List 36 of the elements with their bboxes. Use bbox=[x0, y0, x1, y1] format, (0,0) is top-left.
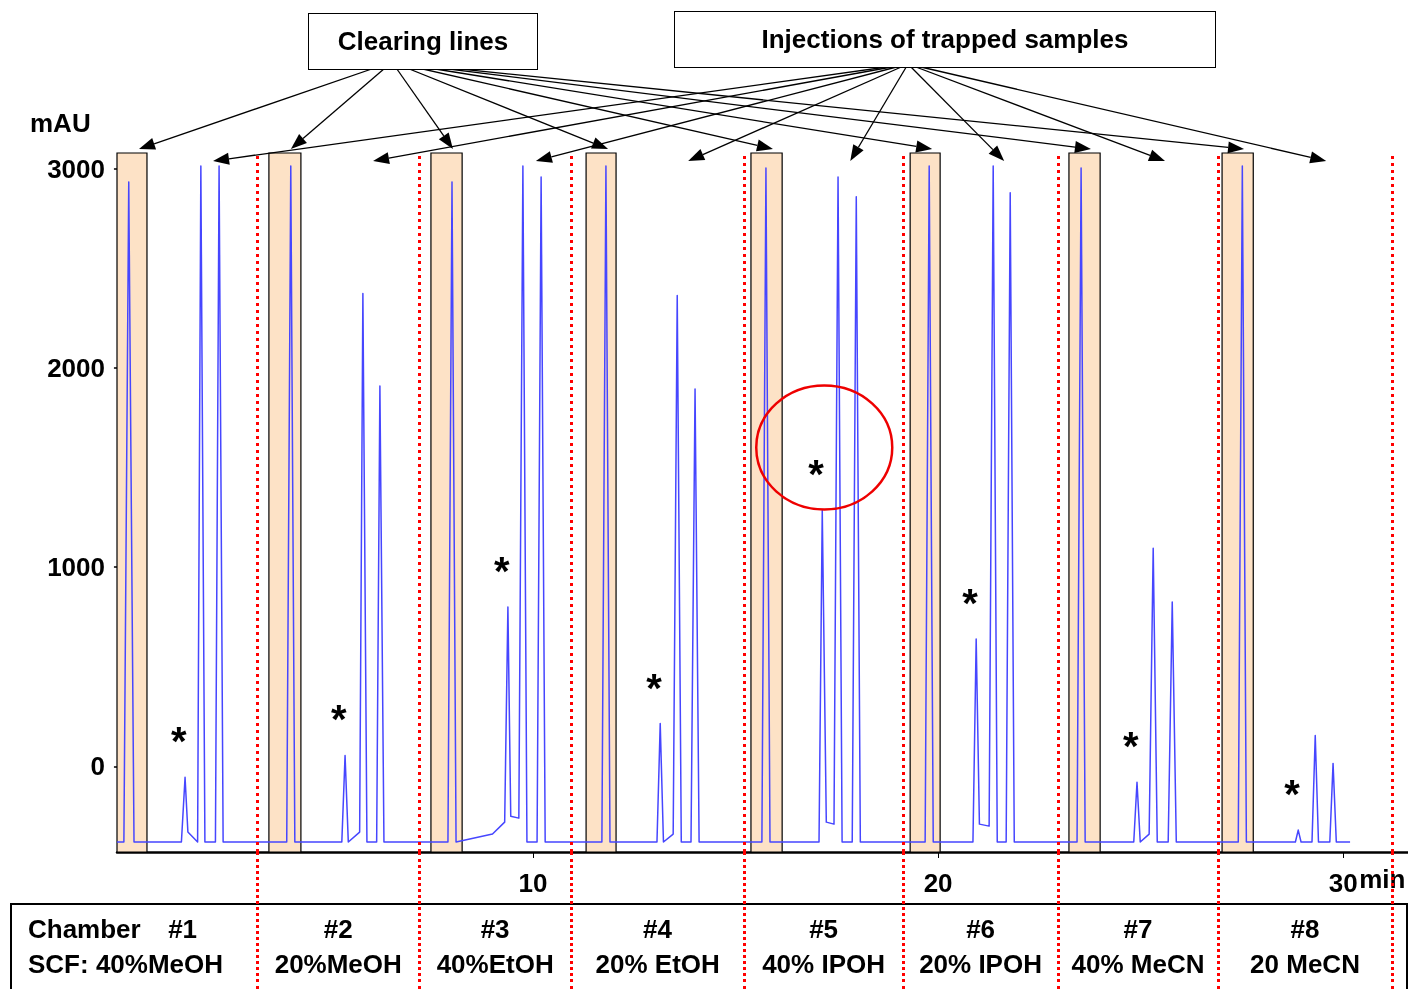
text: 20% EtOH bbox=[595, 949, 720, 980]
text: #8 bbox=[1290, 914, 1320, 945]
text: Chamber bbox=[28, 914, 141, 945]
annotation: * bbox=[1284, 772, 1300, 818]
text: #2 bbox=[323, 914, 353, 945]
annotation: * bbox=[493, 549, 510, 595]
x-tick-label: 10 bbox=[518, 868, 548, 898]
y-tick-label: 0 bbox=[90, 751, 105, 782]
text: 20 MeCN bbox=[1250, 949, 1360, 980]
annotation: * bbox=[646, 665, 662, 711]
annotation: * bbox=[171, 719, 187, 765]
y-tick-label: 2000 bbox=[47, 353, 105, 384]
text: SCF: 40%MeOH bbox=[28, 949, 224, 979]
text: #5 bbox=[809, 914, 839, 945]
x-tick-label: 20 bbox=[923, 868, 953, 898]
annotation: * bbox=[808, 452, 824, 498]
text: 40%EtOH bbox=[436, 949, 554, 980]
text: #7 bbox=[1123, 914, 1153, 945]
y-tick-label: 1000 bbox=[47, 552, 105, 583]
text: #3 bbox=[480, 914, 510, 945]
text: #4 bbox=[643, 914, 672, 945]
text: 20% IPOH bbox=[919, 949, 1042, 980]
annotation: * bbox=[962, 580, 978, 626]
text: 20%MeOH bbox=[274, 949, 402, 980]
annotation: * bbox=[331, 697, 347, 743]
x-tick-label: 30 bbox=[1328, 868, 1358, 898]
text: Injections of trapped samples bbox=[761, 24, 1129, 55]
text: 40% IPOH bbox=[762, 949, 885, 980]
text: 40% MeCN bbox=[1071, 949, 1205, 980]
x-axis-title: min bbox=[1359, 864, 1406, 895]
y-axis-title: mAU bbox=[30, 108, 91, 139]
annotation: * bbox=[1122, 724, 1139, 770]
text: Clearing lines bbox=[337, 26, 509, 57]
text: #6 bbox=[966, 914, 996, 945]
text: #1 bbox=[168, 914, 198, 945]
y-tick-label: 3000 bbox=[47, 153, 105, 184]
